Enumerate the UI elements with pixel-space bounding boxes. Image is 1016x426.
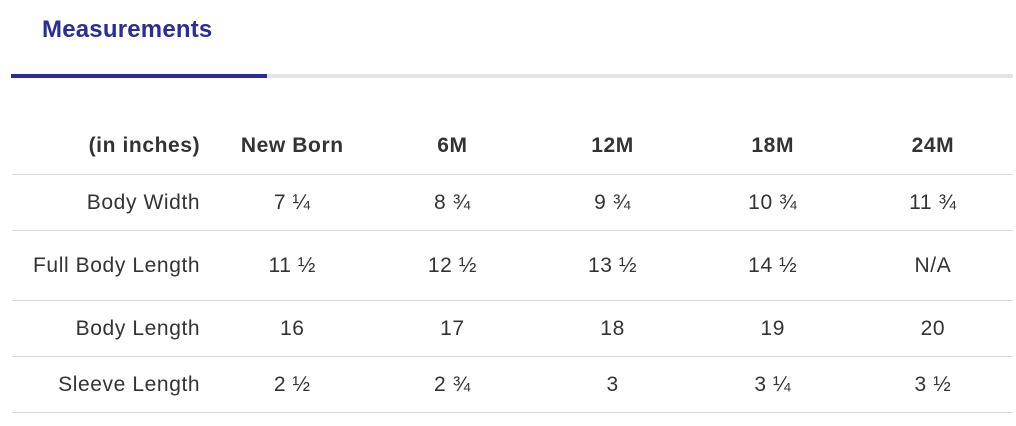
row-label-body-length: Body Length xyxy=(12,300,213,357)
table-cell: 13 ½ xyxy=(532,230,693,301)
column-header-6m: 6M xyxy=(372,118,533,175)
table-row: Full Body Length 11 ½ 12 ½ 13 ½ 14 ½ N/A xyxy=(12,230,1013,301)
table-cell: 19 xyxy=(692,300,853,357)
table-cell: 2 ½ xyxy=(212,356,373,413)
tab-measurements-label: Measurements xyxy=(42,16,213,43)
row-label-sleeve-length: Sleeve Length xyxy=(12,356,213,413)
table-cell: 10 ¾ xyxy=(692,174,853,231)
row-label-full-body-length: Full Body Length xyxy=(12,230,213,301)
tab-measurements[interactable]: Measurements xyxy=(11,0,267,80)
table-cell: 7 ¼ xyxy=(212,174,373,231)
row-label-body-width: Body Width xyxy=(12,174,213,231)
column-header-newborn: New Born xyxy=(212,118,373,175)
table-cell: 18 xyxy=(532,300,693,357)
table-cell: 3 ½ xyxy=(852,356,1013,413)
table-cell: 17 xyxy=(372,300,533,357)
table-cell: 2 ¾ xyxy=(372,356,533,413)
table-cell: 3 ¼ xyxy=(692,356,853,413)
table-row: Body Length 16 17 18 19 20 xyxy=(12,300,1013,357)
table-cell: 8 ¾ xyxy=(372,174,533,231)
tab-bar: Measurements xyxy=(11,0,1013,80)
column-header-12m: 12M xyxy=(532,118,693,175)
table-cell: 11 ¾ xyxy=(852,174,1013,231)
size-chart-table: (in inches) New Born 6M 12M 18M 24M Body… xyxy=(12,118,1013,413)
column-header-24m: 24M xyxy=(852,118,1013,175)
table-cell: 14 ½ xyxy=(692,230,853,301)
table-cell: 20 xyxy=(852,300,1013,357)
table-cell: 12 ½ xyxy=(372,230,533,301)
table-header-row: (in inches) New Born 6M 12M 18M 24M xyxy=(12,118,1013,175)
table-row: Sleeve Length 2 ½ 2 ¾ 3 3 ¼ 3 ½ xyxy=(12,356,1013,413)
active-tab-indicator xyxy=(11,74,267,78)
table-cell: 11 ½ xyxy=(212,230,373,301)
column-header-units: (in inches) xyxy=(12,118,213,175)
table-cell: 16 xyxy=(212,300,373,357)
table-cell: 9 ¾ xyxy=(532,174,693,231)
tab-track-divider xyxy=(267,74,1013,78)
column-header-18m: 18M xyxy=(692,118,853,175)
table-row: Body Width 7 ¼ 8 ¾ 9 ¾ 10 ¾ 11 ¾ xyxy=(12,174,1013,231)
table-cell: N/A xyxy=(852,230,1013,301)
table-cell: 3 xyxy=(532,356,693,413)
